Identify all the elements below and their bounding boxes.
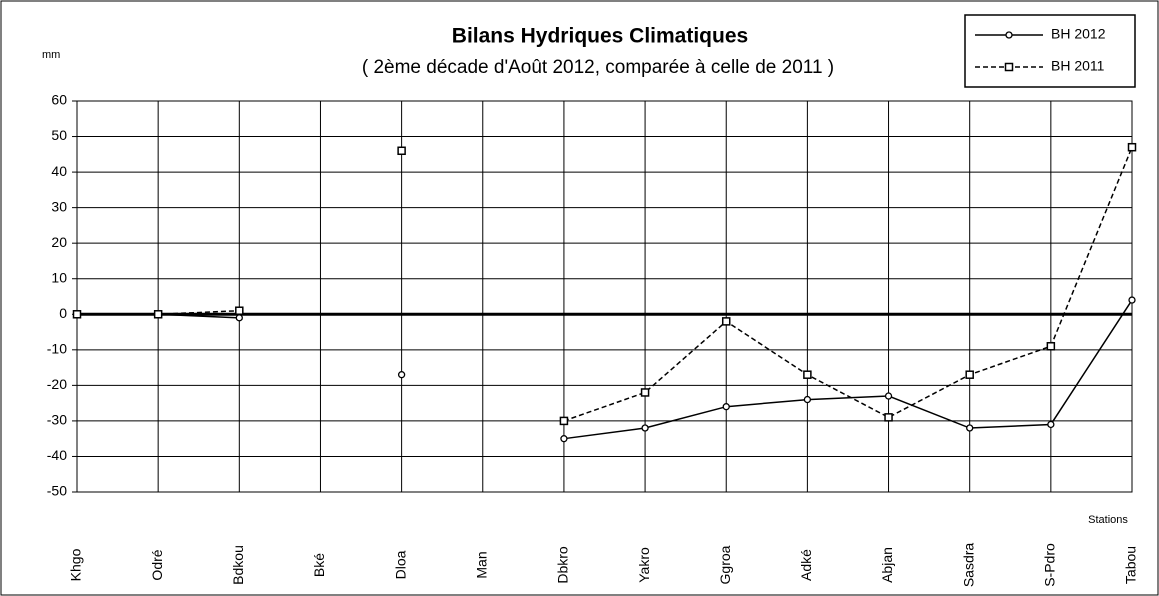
- x-tick-label: Bdkou: [230, 545, 246, 585]
- legend-box: [964, 14, 1136, 88]
- legend-label: BH 2012: [1051, 26, 1106, 42]
- marker: [803, 370, 812, 379]
- chart-title: Bilans Hydriques Climatiques: [452, 25, 748, 48]
- y-tick-label: 0: [59, 305, 67, 321]
- x-tick-label: Tabou: [1123, 546, 1139, 584]
- y-tick-label: 30: [51, 198, 67, 214]
- x-tick-label: Yakro: [636, 547, 652, 583]
- x-axis-label: Stations: [1088, 514, 1128, 526]
- x-tick-label: Ggroa: [717, 545, 733, 584]
- y-tick-label: -10: [47, 341, 67, 357]
- marker: [722, 403, 730, 411]
- x-tick-label: Bké: [311, 553, 327, 577]
- x-tick-label: Dbkro: [555, 546, 571, 584]
- marker: [640, 388, 650, 397]
- y-axis-label: mm: [42, 49, 60, 61]
- x-tick-label: Adké: [798, 549, 814, 581]
- x-tick-label: Abjan: [879, 547, 895, 583]
- x-tick-label: Sasdra: [960, 543, 976, 588]
- marker: [397, 146, 406, 156]
- marker: [721, 317, 731, 326]
- y-tick-label: 60: [51, 92, 67, 108]
- marker: [1046, 342, 1056, 351]
- y-tick-label: 20: [51, 234, 67, 250]
- y-tick-label: -30: [47, 412, 67, 428]
- marker: [560, 435, 568, 443]
- marker: [153, 310, 163, 319]
- legend-label: BH 2011: [1051, 58, 1105, 74]
- marker: [235, 314, 243, 322]
- chart-subtitle: ( 2ème décade d'Août 2012, comparée à ce…: [362, 57, 834, 78]
- y-tick-label: 10: [51, 269, 67, 285]
- marker: [235, 306, 244, 315]
- marker: [884, 392, 893, 400]
- y-tick-label: 40: [51, 163, 67, 179]
- marker: [1047, 420, 1055, 429]
- x-tick-label: Khgo: [68, 548, 84, 581]
- y-tick-label: -50: [47, 483, 67, 499]
- marker: [641, 424, 649, 432]
- legend: BH 2012 BH 2011: [964, 14, 1136, 88]
- y-tick-label: 50: [51, 127, 67, 143]
- marker: [1128, 296, 1136, 304]
- marker: [884, 413, 893, 422]
- marker: [397, 371, 406, 379]
- legend-marker: [1004, 62, 1014, 72]
- x-tick-label: Dloa: [392, 550, 408, 579]
- marker: [1127, 142, 1137, 152]
- y-tick-label: -40: [47, 447, 67, 463]
- x-tick-label: S-Pdro: [1042, 543, 1058, 587]
- marker: [965, 370, 974, 379]
- marker: [72, 310, 82, 319]
- legend-marker: [1005, 31, 1013, 39]
- marker: [559, 416, 569, 426]
- plot-area: [76, 100, 1133, 493]
- y-tick-label: -20: [47, 376, 67, 392]
- x-tick-label: Man: [473, 551, 489, 578]
- marker: [803, 395, 812, 404]
- marker: [966, 424, 974, 432]
- x-tick-label: Odré: [149, 549, 165, 580]
